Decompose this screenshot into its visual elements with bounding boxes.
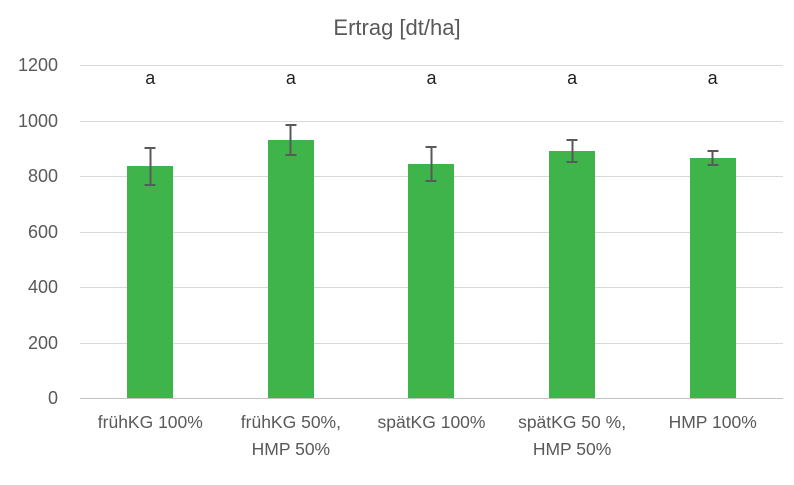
- error-bar: [285, 124, 297, 156]
- x-category-label: frühKG 100%: [97, 412, 203, 432]
- significance-letter: a: [145, 68, 156, 88]
- significance-letter: a: [426, 68, 437, 88]
- y-tick-label: 800: [27, 166, 58, 186]
- y-tick-label: 1000: [17, 110, 58, 131]
- x-category-label: spätKG 100%: [377, 412, 486, 432]
- bar: [549, 151, 596, 398]
- error-bar-line: [149, 148, 152, 184]
- x-category-label: frühKG 50%, HMP 50%: [240, 412, 341, 459]
- x-category-label: spätKG 50 %, HMP 50%: [518, 412, 627, 459]
- error-bar-line: [571, 141, 574, 161]
- significance-letter: a: [285, 68, 296, 88]
- chart-title: Ertrag [dt/ha]: [333, 15, 461, 40]
- gridline: [80, 120, 783, 122]
- error-bar: [425, 145, 437, 182]
- y-tick-label: 200: [27, 332, 58, 353]
- error-bar: [144, 146, 156, 186]
- y-tick-label: 600: [27, 221, 58, 242]
- x-axis-line: [80, 398, 783, 399]
- y-tick-label: 1200: [17, 55, 58, 75]
- error-bar: [566, 139, 578, 163]
- x-category-label: HMP 100%: [668, 412, 757, 432]
- bar: [267, 139, 314, 398]
- x-axis-labels: frühKG 100% frühKG 50%, HMP 50% spätKG 100…: [80, 409, 783, 463]
- error-bar-line: [711, 151, 714, 165]
- bar-slot: a: [80, 65, 221, 398]
- bar: [408, 163, 455, 398]
- bar-slot: a: [221, 65, 362, 398]
- bar: [689, 157, 736, 398]
- y-tick-label: 400: [27, 277, 58, 297]
- error-bar: [707, 149, 719, 167]
- bar-slot: a: [502, 65, 643, 398]
- bar-slot: a: [642, 65, 783, 398]
- error-bar-line: [289, 126, 292, 154]
- error-bar-line: [430, 147, 433, 180]
- significance-letter: a: [707, 68, 718, 88]
- y-tick-label: 0: [47, 388, 58, 408]
- gridline: [80, 65, 783, 66]
- significance-letter: a: [567, 68, 578, 88]
- bar: [127, 166, 174, 398]
- bar-slot: a: [361, 65, 502, 398]
